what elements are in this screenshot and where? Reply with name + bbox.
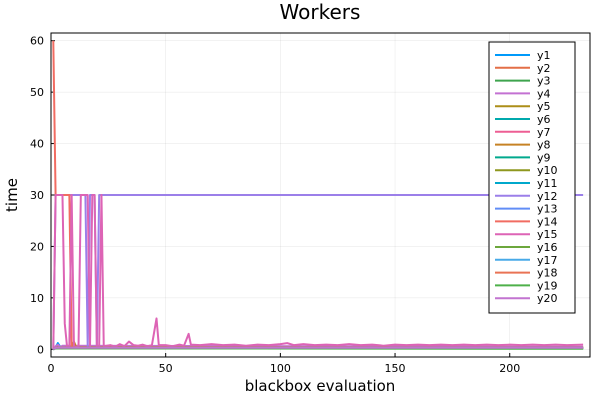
x-tick-label-0: 0	[48, 362, 55, 375]
y-tick-label-6: 60	[30, 35, 44, 48]
legend-label-y18: y18	[537, 267, 558, 280]
legend: y1y2y3y4y5y6y7y8y9y10y11y12y13y14y15y16y…	[488, 41, 576, 314]
legend-label-y8: y8	[537, 139, 551, 152]
x-tick-label-1: 50	[159, 362, 173, 375]
legend-label-y17: y17	[537, 254, 558, 267]
y-tick-label-1: 10	[30, 292, 44, 305]
legend-label-y9: y9	[537, 151, 551, 164]
legend-label-y2: y2	[537, 62, 551, 75]
y-tick-label-0: 0	[37, 343, 44, 356]
y-tick-label-4: 40	[30, 138, 44, 151]
legend-label-y7: y7	[537, 126, 551, 139]
legend-box	[488, 41, 576, 314]
x-tick-label-4: 200	[499, 362, 520, 375]
series-line-y15	[52, 194, 584, 350]
legend-label-y11: y11	[537, 177, 558, 190]
chart-title: Workers	[280, 0, 361, 24]
legend-label-y6: y6	[537, 113, 551, 126]
legend-label-y13: y13	[537, 203, 558, 216]
series-line-y20	[52, 346, 584, 351]
y-tick-label-5: 50	[30, 86, 44, 99]
legend-label-y10: y10	[537, 164, 558, 177]
x-axis-label: blackbox evaluation	[245, 377, 396, 395]
y-tick-label-3: 30	[30, 189, 44, 202]
y-tick-label-2: 20	[30, 240, 44, 253]
series-lines	[52, 40, 584, 351]
legend-label-y15: y15	[537, 228, 558, 241]
legend-label-y3: y3	[537, 75, 551, 88]
legend-label-y4: y4	[537, 87, 551, 100]
legend-label-y1: y1	[537, 49, 551, 62]
legend-label-y5: y5	[537, 100, 551, 113]
axis-ticks: 0 50 100 150 200 0 10 20 30 40 50 60	[30, 35, 520, 375]
legend-label-y14: y14	[537, 215, 558, 228]
x-tick-label-3: 150	[385, 362, 406, 375]
x-tick-label-2: 100	[270, 362, 291, 375]
legend-label-y20: y20	[537, 292, 558, 305]
legend-label-y19: y19	[537, 279, 558, 292]
y-axis-label: time	[3, 178, 21, 212]
legend-label-y16: y16	[537, 241, 558, 254]
legend-label-y12: y12	[537, 190, 558, 203]
